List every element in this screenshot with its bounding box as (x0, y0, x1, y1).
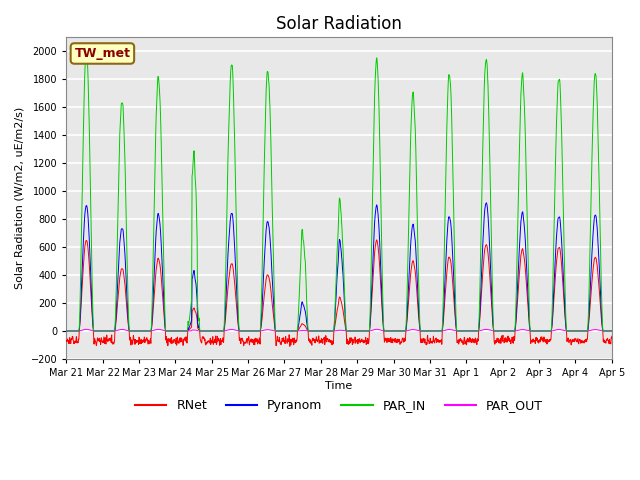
Pyranom (215, 328, 223, 334)
Legend: RNet, Pyranom, PAR_IN, PAR_OUT: RNet, Pyranom, PAR_IN, PAR_OUT (130, 394, 548, 417)
RNet (498, 336, 506, 342)
PAR_IN (62, 328, 70, 334)
PAR_IN (215, 328, 223, 334)
PAR_OUT (367, 328, 374, 334)
Pyranom (560, 290, 568, 296)
RNet (62, 337, 70, 343)
Pyranom (367, 308, 374, 313)
RNet (575, 338, 583, 344)
RNet (372, 237, 380, 243)
RNet (355, 336, 363, 342)
PAR_IN (453, 328, 461, 334)
Pyranom (498, 328, 506, 334)
PAR_IN (560, 245, 568, 251)
Pyranom (62, 328, 70, 334)
PAR_IN (83, 49, 90, 55)
PAR_OUT (62, 328, 70, 334)
PAR_OUT (215, 328, 223, 334)
Line: PAR_IN: PAR_IN (66, 52, 612, 331)
Line: Pyranom: Pyranom (66, 203, 612, 331)
Y-axis label: Solar Radiation (W/m2, uE/m2/s): Solar Radiation (W/m2, uE/m2/s) (15, 107, 25, 289)
PAR_OUT (575, 328, 583, 334)
Pyranom (355, 328, 363, 334)
X-axis label: Time: Time (325, 381, 353, 391)
PAR_IN (608, 328, 616, 334)
Pyranom (126, 328, 134, 334)
PAR_OUT (498, 328, 506, 334)
PAR_IN (355, 328, 363, 334)
Pyranom (575, 328, 583, 334)
RNet (608, 333, 616, 339)
Title: Solar Radiation: Solar Radiation (276, 15, 402, 33)
PAR_OUT (608, 328, 616, 334)
RNet (286, 344, 294, 349)
PAR_IN (367, 284, 374, 289)
RNet (367, 313, 374, 319)
PAR_IN (498, 328, 506, 334)
Line: RNet: RNet (66, 240, 612, 347)
Pyranom (483, 200, 490, 206)
PAR_IN (575, 328, 583, 334)
Pyranom (608, 328, 616, 334)
RNet (214, 337, 222, 343)
PAR_OUT (560, 328, 568, 334)
PAR_OUT (126, 328, 134, 334)
PAR_OUT (372, 326, 380, 332)
Text: TW_met: TW_met (74, 47, 131, 60)
PAR_OUT (355, 328, 363, 334)
Line: PAR_OUT: PAR_OUT (66, 329, 612, 331)
RNet (560, 300, 568, 306)
